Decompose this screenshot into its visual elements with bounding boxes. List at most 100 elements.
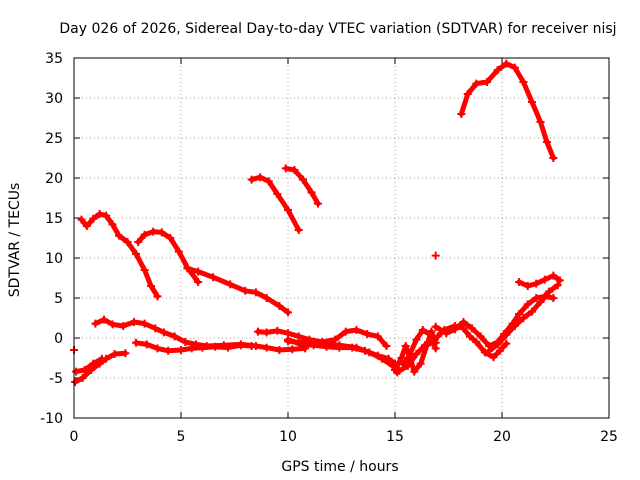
data-point xyxy=(262,294,271,302)
x-axis-label: GPS time / hours xyxy=(281,459,398,475)
data-point xyxy=(502,330,511,339)
data-point xyxy=(502,59,511,68)
data-point xyxy=(153,292,162,301)
data-point xyxy=(410,367,419,376)
data-point xyxy=(418,326,427,334)
data-point xyxy=(89,359,98,368)
series-arc-10 xyxy=(72,354,106,376)
series-arc-12 xyxy=(132,338,256,355)
data-point xyxy=(288,345,297,354)
series-arc-9 xyxy=(71,349,130,386)
data-point xyxy=(495,346,504,355)
data-point xyxy=(489,353,498,362)
data-point xyxy=(412,350,421,358)
data-point xyxy=(95,210,104,218)
data-point xyxy=(549,294,558,302)
data-point xyxy=(262,328,271,337)
y-tick-label: -5 xyxy=(49,371,63,387)
data-point xyxy=(450,325,459,334)
x-tick-label: 0 xyxy=(70,429,79,445)
data-point xyxy=(532,294,541,302)
data-point xyxy=(549,154,558,162)
data-point xyxy=(170,332,179,341)
data-point xyxy=(485,346,494,355)
data-point xyxy=(151,324,160,333)
data-point xyxy=(72,367,81,376)
data-point xyxy=(523,282,532,290)
series-arc-7 xyxy=(431,251,440,260)
data-point xyxy=(433,332,442,341)
data-point xyxy=(123,238,132,246)
data-point xyxy=(187,344,196,353)
data-point xyxy=(555,276,564,285)
data-point xyxy=(363,330,372,338)
data-point xyxy=(241,286,250,295)
data-point xyxy=(298,175,307,184)
data-point xyxy=(412,335,421,344)
data-point xyxy=(476,332,485,341)
data-point xyxy=(284,206,292,214)
data-point xyxy=(224,343,233,352)
data-point xyxy=(536,118,545,126)
y-tick-label: 30 xyxy=(45,91,63,107)
data-point xyxy=(132,250,141,258)
data-point xyxy=(403,362,412,370)
y-tick-label: 10 xyxy=(45,251,63,267)
data-point xyxy=(459,318,468,326)
series-arc-3 xyxy=(183,264,292,317)
data-point xyxy=(77,215,86,224)
data-point xyxy=(166,234,175,242)
data-point xyxy=(247,342,256,350)
data-point xyxy=(545,287,554,296)
grid-lines xyxy=(74,58,609,418)
data-point xyxy=(523,300,532,309)
data-point xyxy=(114,231,123,240)
y-tick-label: 25 xyxy=(45,131,63,147)
data-point xyxy=(318,339,327,348)
y-tick-labels: -10 -5 0 5 10 15 20 25 30 35 xyxy=(40,51,63,427)
data-point xyxy=(71,378,80,386)
data-point xyxy=(108,320,117,329)
data-point xyxy=(294,226,303,234)
x-tick-label: 15 xyxy=(386,429,404,445)
data-point xyxy=(129,318,138,326)
data-point xyxy=(416,359,425,368)
data-point xyxy=(468,324,477,333)
data-point xyxy=(493,340,502,349)
data-point xyxy=(254,327,263,336)
data-point xyxy=(483,78,492,86)
data-point xyxy=(472,79,481,88)
data-point xyxy=(183,264,192,273)
data-point xyxy=(463,90,472,98)
y-axis-label: SDTVAR / TECUs xyxy=(7,183,23,298)
data-point xyxy=(519,78,528,86)
data-point xyxy=(174,247,183,256)
data-point xyxy=(177,346,185,354)
data-point xyxy=(275,346,284,354)
data-point xyxy=(395,366,404,375)
axis-ticks xyxy=(73,57,610,419)
data-point xyxy=(226,280,235,289)
data-point xyxy=(553,281,562,290)
x-tick-label: 5 xyxy=(177,429,186,445)
data-point xyxy=(465,332,474,341)
data-point xyxy=(198,343,207,352)
data-point xyxy=(164,346,173,355)
data-point xyxy=(420,341,429,350)
data-point xyxy=(134,238,143,246)
series-trace xyxy=(249,174,302,233)
data-point xyxy=(121,349,130,358)
data-point xyxy=(181,338,190,346)
data-point xyxy=(108,220,117,229)
data-point xyxy=(401,342,410,350)
data-point xyxy=(273,190,282,198)
data-point xyxy=(425,330,434,338)
data-point xyxy=(140,319,149,328)
y-tick-label: 20 xyxy=(45,171,63,187)
x-tick-label: 25 xyxy=(600,429,618,445)
data-point xyxy=(82,222,91,230)
data-point xyxy=(209,273,218,282)
data-point xyxy=(472,338,481,346)
series-trace xyxy=(401,327,439,367)
